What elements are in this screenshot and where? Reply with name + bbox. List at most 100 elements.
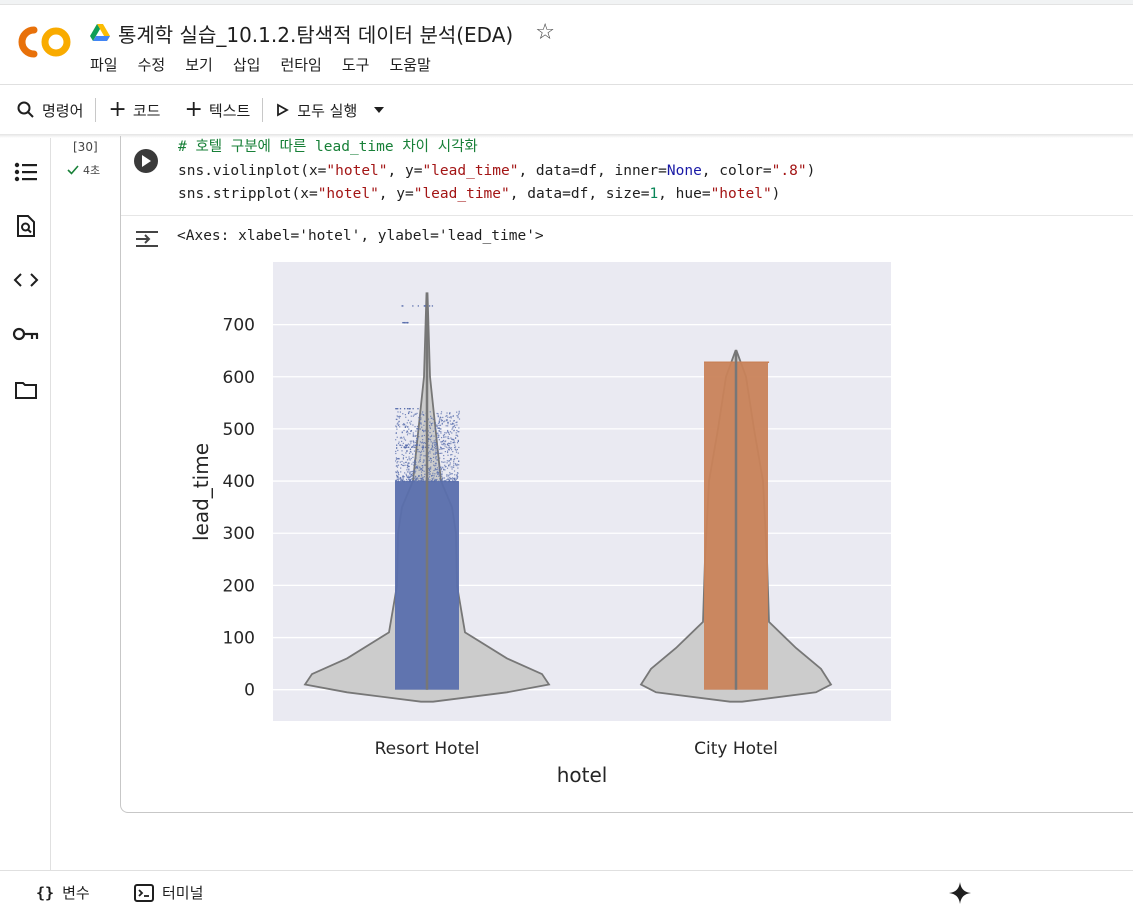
strip-point	[421, 446, 423, 448]
add-code-button[interactable]: + 코드	[100, 92, 168, 128]
toc-icon[interactable]	[12, 158, 40, 186]
strip-point	[432, 472, 434, 474]
toolbar-shadow	[0, 134, 1133, 138]
strip-point	[402, 464, 404, 466]
menu-file[interactable]: 파일	[90, 56, 118, 74]
menu-insert[interactable]: 삽입	[232, 56, 261, 74]
menu-tools[interactable]: 도구	[341, 56, 370, 74]
strip-point	[454, 446, 457, 448]
strip-point	[400, 467, 402, 469]
strip-point	[420, 423, 422, 425]
code-line-1: # 호텔 구분에 따른 lead_time 차이 시각화	[178, 139, 478, 155]
strip-point	[396, 415, 398, 417]
strip-point	[415, 465, 418, 468]
strip-point	[417, 433, 419, 435]
strip-point	[402, 305, 404, 307]
strip-point	[762, 361, 764, 363]
code-snippets-icon[interactable]	[12, 266, 40, 294]
strip-point	[396, 444, 398, 446]
strip-point	[396, 423, 398, 425]
strip-point	[448, 474, 450, 476]
strip-point	[437, 459, 439, 461]
strip-point	[440, 417, 442, 419]
output-actions-icon[interactable]	[134, 227, 160, 251]
strip-point	[408, 479, 410, 482]
strip-point	[437, 450, 439, 452]
strip-point	[439, 424, 442, 426]
strip-point	[451, 438, 453, 440]
command-button[interactable]: 명령어	[8, 92, 91, 128]
code-editor[interactable]: # 호텔 구분에 따른 lead_time 차이 시각화 sns.violinpl…	[178, 136, 815, 207]
y-tick-label: 700	[223, 316, 255, 336]
add-text-button[interactable]: + 텍스트	[176, 92, 258, 128]
strip-point	[424, 420, 426, 422]
menu-view[interactable]: 보기	[185, 56, 213, 74]
strip-point	[406, 408, 409, 410]
strip-point	[436, 425, 438, 427]
strip-point	[430, 458, 432, 460]
strip-point	[444, 443, 446, 445]
strip-point	[436, 443, 438, 445]
strip-point	[439, 428, 441, 430]
strip-point	[437, 472, 439, 474]
key-icon[interactable]	[12, 320, 40, 348]
run-options-dropdown[interactable]	[365, 92, 393, 128]
strip-point	[437, 416, 439, 418]
strip-point	[431, 480, 433, 482]
strip-point	[710, 361, 712, 363]
strip-point	[395, 426, 398, 428]
variables-button[interactable]: {} 변수	[36, 882, 90, 903]
strip-point	[456, 411, 458, 413]
strip-point	[449, 472, 451, 474]
find-in-doc-icon[interactable]	[12, 212, 40, 240]
strip-point	[397, 476, 399, 478]
left-sidebar	[0, 138, 51, 870]
strip-point	[432, 418, 434, 420]
gemini-sparkle-icon[interactable]	[948, 881, 972, 905]
strip-point	[452, 427, 454, 429]
strip-point	[739, 361, 741, 363]
strip-point	[395, 471, 397, 473]
strip-point	[424, 455, 426, 457]
strip-point	[441, 419, 444, 422]
colab-logo[interactable]	[18, 24, 72, 60]
code-cell[interactable]	[120, 136, 1133, 813]
strip-point	[451, 423, 454, 425]
strip-point	[411, 470, 413, 473]
strip-point	[420, 417, 422, 419]
strip-point	[424, 305, 426, 307]
strip-point	[450, 423, 452, 425]
menu-help[interactable]: 도움말	[389, 56, 431, 74]
strip-point	[441, 461, 443, 463]
strip-point	[422, 446, 425, 448]
strip-point	[401, 453, 403, 456]
strip-point	[415, 476, 417, 478]
toolbar-divider	[95, 98, 97, 122]
run-all-button[interactable]: 모두 실행	[267, 92, 365, 128]
menu-edit[interactable]: 수정	[137, 56, 166, 74]
strip-point	[442, 448, 444, 450]
folder-icon[interactable]	[12, 376, 40, 404]
strip-point	[424, 305, 427, 307]
google-drive-icon[interactable]	[90, 24, 110, 42]
strip-point	[450, 458, 452, 460]
x-tick-label: City Hotel	[694, 739, 778, 759]
menu-runtime[interactable]: 런타임	[280, 56, 322, 74]
execution-count: [30]	[73, 140, 98, 154]
strip-point	[435, 448, 437, 450]
strip-point	[432, 456, 435, 459]
terminal-button[interactable]: 터미널	[134, 882, 203, 903]
strip-point	[432, 443, 434, 445]
strip-point	[428, 480, 430, 482]
strip-point	[434, 467, 436, 470]
strip-point	[400, 471, 402, 473]
strip-point	[441, 420, 443, 422]
strip-point	[731, 361, 733, 363]
strip-point	[409, 472, 411, 474]
strip-point	[397, 442, 400, 445]
star-icon[interactable]: ☆	[535, 20, 555, 45]
strip-point	[401, 460, 403, 463]
strip-point	[454, 458, 456, 460]
notebook-title[interactable]: 통계학 실습_10.1.2.탐색적 데이터 분석(EDA)	[118, 22, 514, 47]
run-cell-button[interactable]	[134, 149, 158, 173]
